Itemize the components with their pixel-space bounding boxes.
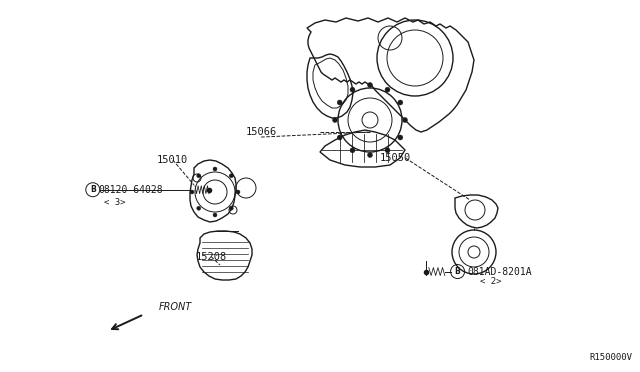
Circle shape (385, 148, 390, 153)
Circle shape (398, 135, 403, 140)
Circle shape (385, 87, 390, 92)
Text: 15208: 15208 (196, 252, 227, 262)
Circle shape (367, 153, 372, 157)
Circle shape (190, 190, 194, 194)
Text: 15050: 15050 (380, 153, 411, 163)
Circle shape (213, 167, 217, 171)
Circle shape (337, 135, 342, 140)
Text: 081AD-8201A: 081AD-8201A (468, 267, 532, 276)
Circle shape (398, 100, 403, 105)
Circle shape (350, 87, 355, 92)
Circle shape (213, 213, 217, 217)
Text: B: B (90, 185, 95, 194)
Text: < 3>: < 3> (104, 198, 126, 207)
Text: 08120-64028: 08120-64028 (98, 185, 163, 195)
Circle shape (337, 100, 342, 105)
Circle shape (350, 148, 355, 153)
Circle shape (367, 83, 372, 87)
Circle shape (236, 190, 240, 194)
Text: R150000V: R150000V (589, 353, 632, 362)
Circle shape (229, 174, 233, 178)
Text: 15010: 15010 (157, 155, 188, 165)
Text: 15066: 15066 (246, 127, 276, 137)
Text: B: B (455, 267, 460, 276)
Circle shape (403, 118, 408, 122)
Circle shape (229, 206, 233, 210)
Circle shape (196, 174, 201, 178)
Text: < 2>: < 2> (479, 277, 501, 286)
Text: FRONT: FRONT (159, 302, 192, 312)
Circle shape (333, 118, 337, 122)
Circle shape (196, 206, 201, 210)
